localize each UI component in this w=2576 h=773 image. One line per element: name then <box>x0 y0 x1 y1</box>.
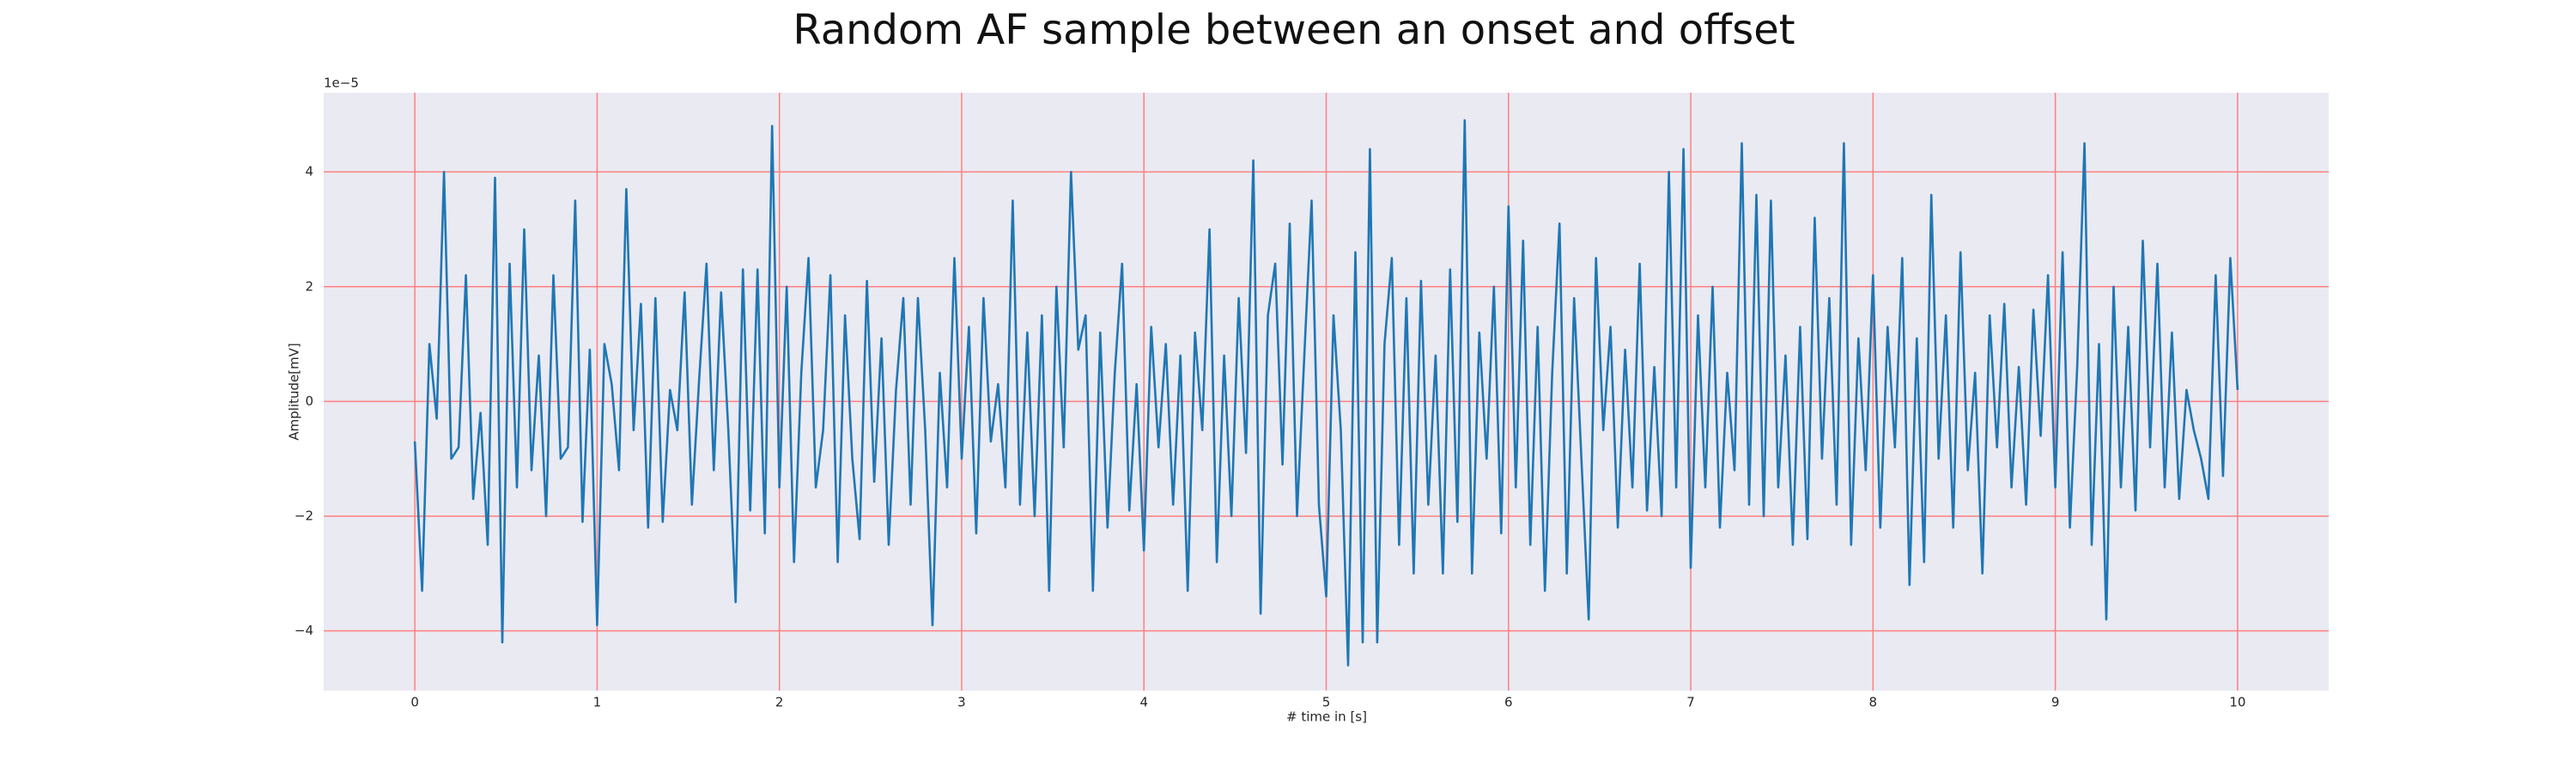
y-tick-label: 0 <box>305 393 313 409</box>
x-tick-label: 1 <box>593 695 602 710</box>
x-tick-label: 9 <box>2051 695 2060 710</box>
y-offset-label: 1e−5 <box>324 76 359 91</box>
x-tick-label: 7 <box>1686 695 1695 710</box>
y-tick-label: 4 <box>305 164 313 180</box>
signal-line <box>413 119 2239 666</box>
x-tick-label: 4 <box>1139 695 1148 710</box>
chart-title: Random AF sample between an onset and of… <box>793 6 1795 54</box>
x-tick-label: 0 <box>410 695 419 710</box>
x-tick-label: 10 <box>2229 695 2245 710</box>
x-tick-label: 5 <box>1322 695 1331 710</box>
x-tick-label: 2 <box>775 695 784 710</box>
x-axis-label: # time in [s] <box>1286 709 1367 725</box>
y-tick-label: 2 <box>305 278 313 294</box>
x-tick-label: 3 <box>957 695 966 710</box>
x-tick-label: 6 <box>1504 695 1513 710</box>
y-axis-label: Amplitude[mV] <box>287 343 302 440</box>
y-tick-label: −4 <box>295 623 313 638</box>
x-tick-label: 8 <box>1869 695 1878 710</box>
y-tick-label: −2 <box>295 508 313 523</box>
